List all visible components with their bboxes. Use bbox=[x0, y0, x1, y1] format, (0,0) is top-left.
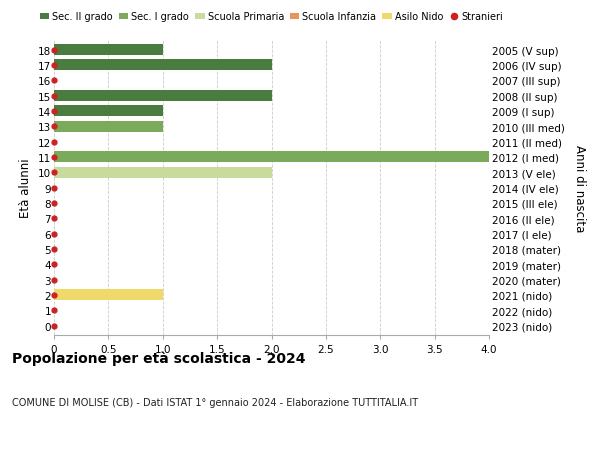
Text: COMUNE DI MOLISE (CB) - Dati ISTAT 1° gennaio 2024 - Elaborazione TUTTITALIA.IT: COMUNE DI MOLISE (CB) - Dati ISTAT 1° ge… bbox=[12, 397, 418, 407]
Bar bbox=[54, 290, 163, 301]
Bar bbox=[54, 152, 489, 163]
Bar bbox=[54, 91, 271, 102]
Y-axis label: Età alunni: Età alunni bbox=[19, 158, 32, 218]
Y-axis label: Anni di nascita: Anni di nascita bbox=[573, 145, 586, 232]
Legend: Sec. II grado, Sec. I grado, Scuola Primaria, Scuola Infanzia, Asilo Nido, Stran: Sec. II grado, Sec. I grado, Scuola Prim… bbox=[40, 12, 503, 22]
Bar bbox=[54, 45, 163, 56]
Bar bbox=[54, 168, 271, 179]
Bar bbox=[54, 106, 163, 117]
Bar bbox=[54, 60, 271, 71]
Bar bbox=[54, 122, 163, 133]
Text: Popolazione per età scolastica - 2024: Popolazione per età scolastica - 2024 bbox=[12, 351, 305, 366]
